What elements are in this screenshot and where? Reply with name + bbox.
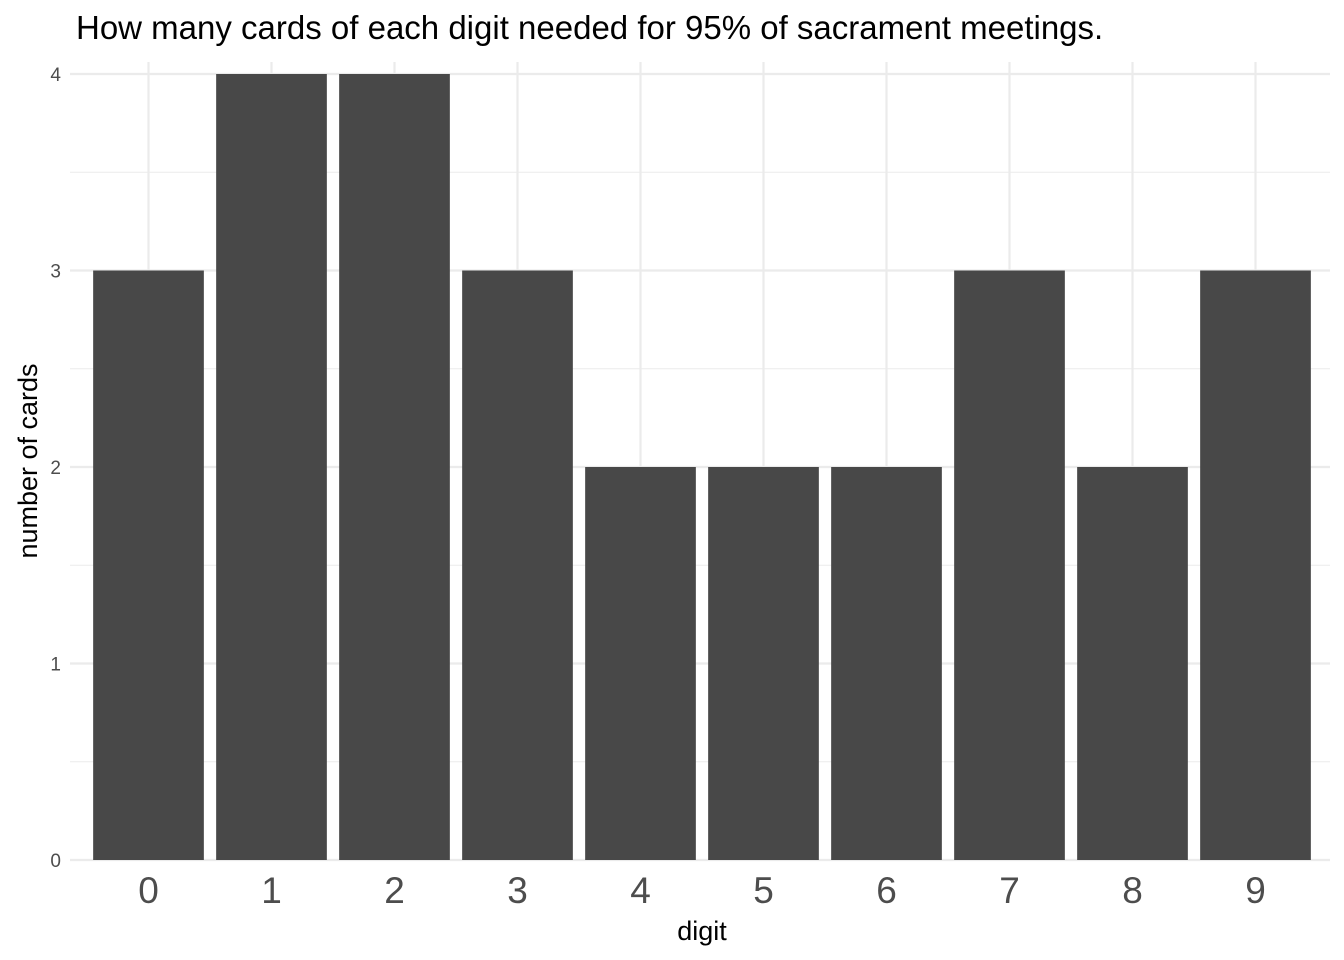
y-tick-label: 1 <box>50 655 61 676</box>
x-tick-label: 3 <box>507 870 528 911</box>
bars <box>93 74 1311 860</box>
x-tick-label: 8 <box>1122 870 1143 911</box>
x-tick-label: 6 <box>876 870 897 911</box>
y-tick-label: 2 <box>50 458 61 479</box>
bar-9 <box>1200 270 1311 860</box>
x-tick-label: 5 <box>753 870 774 911</box>
x-tick-label: 4 <box>630 870 651 911</box>
y-tick-label: 3 <box>50 262 61 283</box>
x-tick-label: 7 <box>999 870 1020 911</box>
y-axis-ticks: 0 1 2 3 4 <box>50 65 61 872</box>
x-tick-label: 2 <box>384 870 405 911</box>
bar-7 <box>954 270 1065 860</box>
bar-3 <box>462 270 573 860</box>
y-tick-label: 4 <box>50 65 61 86</box>
bar-2 <box>339 74 450 860</box>
bar-6 <box>831 467 942 860</box>
bar-8 <box>1077 467 1188 860</box>
x-tick-label: 1 <box>261 870 282 911</box>
x-axis-ticks: 0 1 2 3 4 5 6 7 8 9 <box>138 870 1266 911</box>
x-tick-label: 0 <box>138 870 159 911</box>
y-axis-title: number of cards <box>13 363 43 558</box>
y-tick-label: 0 <box>50 851 61 872</box>
bar-0 <box>93 270 204 860</box>
bar-1 <box>216 74 327 860</box>
x-tick-label: 9 <box>1245 870 1266 911</box>
x-axis-title: digit <box>677 916 727 946</box>
bar-5 <box>708 467 819 860</box>
bar-4 <box>585 467 696 860</box>
chart-title: How many cards of each digit needed for … <box>76 9 1103 46</box>
